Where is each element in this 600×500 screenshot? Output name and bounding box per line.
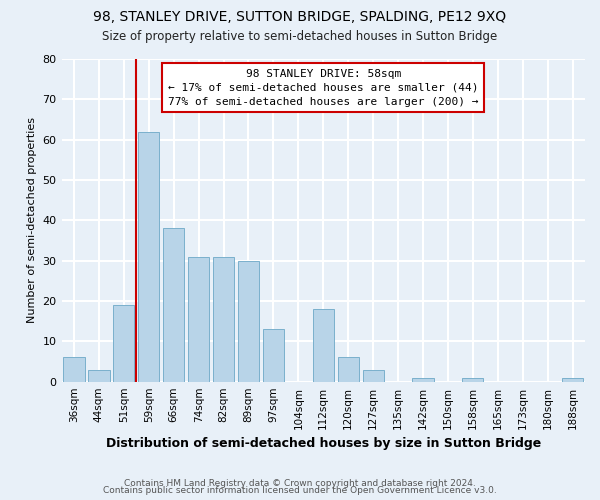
Text: 98 STANLEY DRIVE: 58sqm
← 17% of semi-detached houses are smaller (44)
77% of se: 98 STANLEY DRIVE: 58sqm ← 17% of semi-de… — [168, 68, 479, 106]
Bar — [213, 256, 234, 382]
Bar — [362, 370, 384, 382]
Text: Size of property relative to semi-detached houses in Sutton Bridge: Size of property relative to semi-detach… — [103, 30, 497, 43]
Bar — [263, 329, 284, 382]
X-axis label: Distribution of semi-detached houses by size in Sutton Bridge: Distribution of semi-detached houses by … — [106, 437, 541, 450]
Bar — [562, 378, 583, 382]
Bar — [138, 132, 160, 382]
Y-axis label: Number of semi-detached properties: Number of semi-detached properties — [27, 118, 37, 324]
Bar — [188, 256, 209, 382]
Bar — [113, 305, 134, 382]
Bar — [462, 378, 484, 382]
Bar — [64, 358, 85, 382]
Bar — [412, 378, 434, 382]
Bar — [163, 228, 184, 382]
Bar — [88, 370, 110, 382]
Bar — [238, 260, 259, 382]
Bar — [313, 309, 334, 382]
Text: 98, STANLEY DRIVE, SUTTON BRIDGE, SPALDING, PE12 9XQ: 98, STANLEY DRIVE, SUTTON BRIDGE, SPALDI… — [94, 10, 506, 24]
Text: Contains HM Land Registry data © Crown copyright and database right 2024.: Contains HM Land Registry data © Crown c… — [124, 478, 476, 488]
Bar — [338, 358, 359, 382]
Text: Contains public sector information licensed under the Open Government Licence v3: Contains public sector information licen… — [103, 486, 497, 495]
